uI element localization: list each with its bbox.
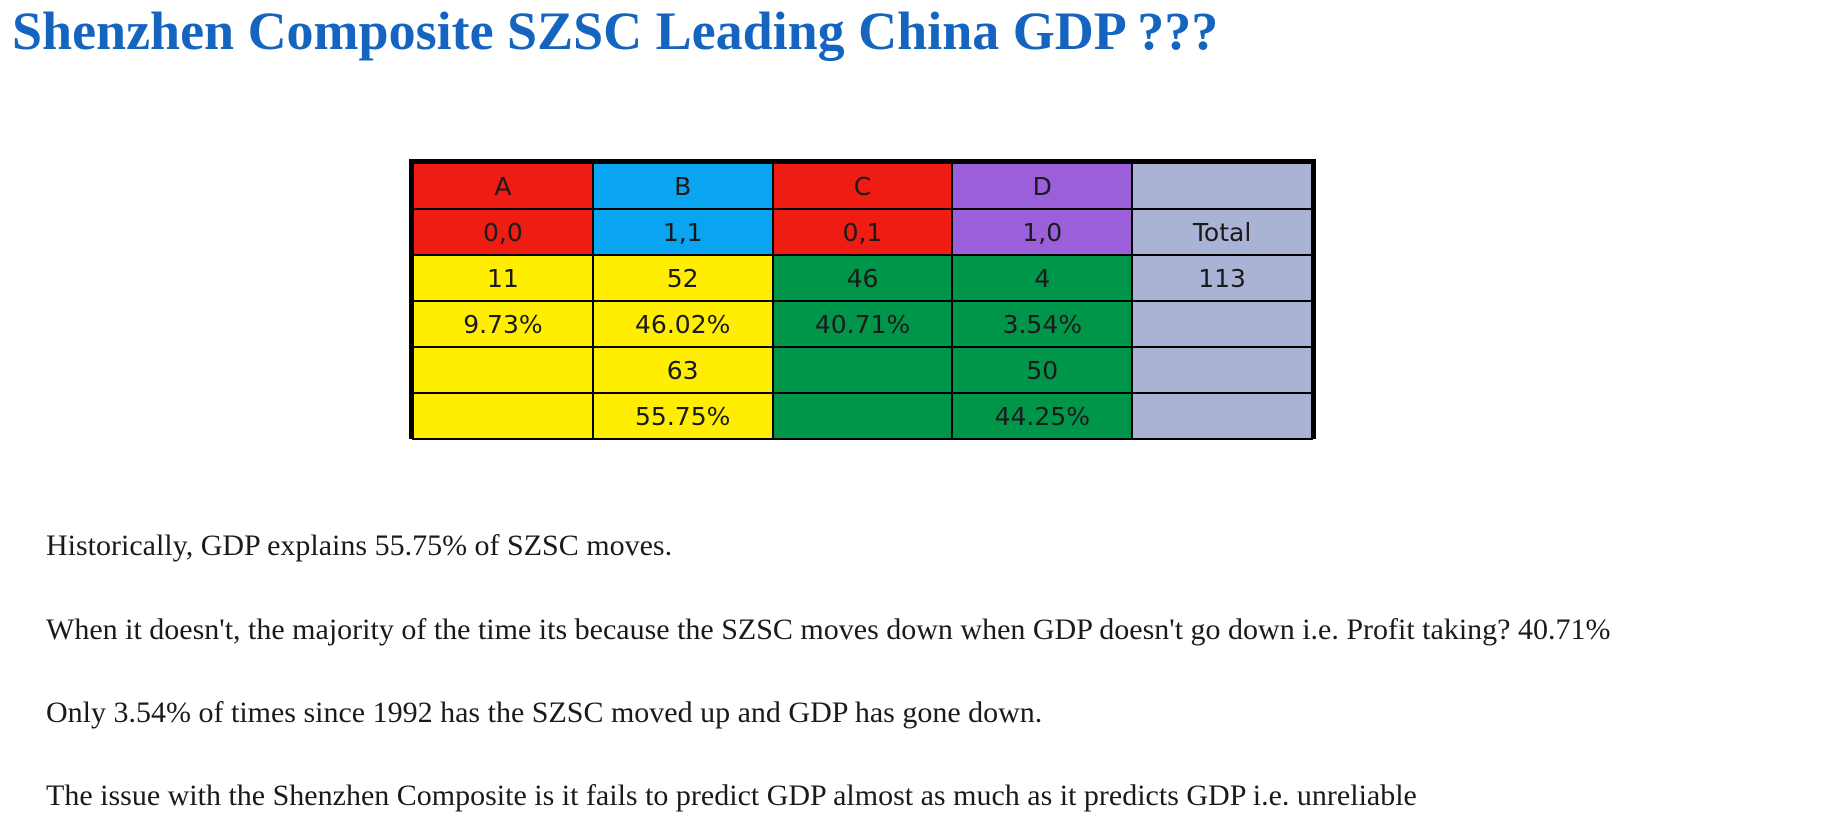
code-cell-a: 0,0 [412, 208, 594, 256]
paragraph-gdp-explains: Historically, GDP explains 55.75% of SZS… [46, 529, 673, 562]
column-header-c: C [771, 162, 954, 210]
group-count-cell-b: 63 [591, 346, 774, 394]
results-table: A B C D 0,0 1,1 0,1 1,0 Total 11 52 46 4… [409, 159, 1316, 440]
code-cell-b: 1,1 [591, 208, 774, 256]
group-count-cell-a [412, 346, 594, 394]
table-row-columns: A B C D [412, 162, 1313, 210]
column-header-d: D [951, 162, 1134, 210]
percent-cell-a: 9.73% [412, 300, 594, 348]
group-count-cell-c [771, 346, 954, 394]
count-cell-a: 11 [412, 254, 594, 302]
group-percent-cell-b: 55.75% [591, 392, 774, 440]
percent-cell-c: 40.71% [771, 300, 954, 348]
paragraph-unreliable: The issue with the Shenzhen Composite is… [46, 779, 1417, 812]
column-header-total [1131, 162, 1313, 210]
count-cell-c: 46 [771, 254, 954, 302]
results-grid: A B C D 0,0 1,1 0,1 1,0 Total 11 52 46 4… [412, 162, 1313, 440]
percent-cell-b: 46.02% [591, 300, 774, 348]
code-cell-d: 1,0 [951, 208, 1134, 256]
table-row-codes: 0,0 1,1 0,1 1,0 Total [412, 208, 1313, 256]
group-percent-cell-d: 44.25% [951, 392, 1134, 440]
column-header-b: B [591, 162, 774, 210]
group-percent-cell-c [771, 392, 954, 440]
total-count-cell: 113 [1131, 254, 1313, 302]
table-row-group-percents: 55.75% 44.25% [412, 392, 1313, 440]
total-label-cell: Total [1131, 208, 1313, 256]
group-count-cell-total [1131, 346, 1313, 394]
group-percent-cell-a [412, 392, 594, 440]
count-cell-d: 4 [951, 254, 1134, 302]
paragraph-profit-taking: When it doesn't, the majority of the tim… [46, 613, 1611, 646]
code-cell-c: 0,1 [771, 208, 954, 256]
total-percent-cell [1131, 300, 1313, 348]
group-percent-cell-total [1131, 392, 1313, 440]
group-count-cell-d: 50 [951, 346, 1134, 394]
percent-cell-d: 3.54% [951, 300, 1134, 348]
paragraph-since-1992: Only 3.54% of times since 1992 has the S… [46, 696, 1043, 729]
count-cell-b: 52 [591, 254, 774, 302]
table-row-group-counts: 63 50 [412, 346, 1313, 394]
table-row-counts: 11 52 46 4 113 [412, 254, 1313, 302]
column-header-a: A [412, 162, 594, 210]
table-row-percents: 9.73% 46.02% 40.71% 3.54% [412, 300, 1313, 348]
page-title: Shenzhen Composite SZSC Leading China GD… [12, 1, 1219, 61]
